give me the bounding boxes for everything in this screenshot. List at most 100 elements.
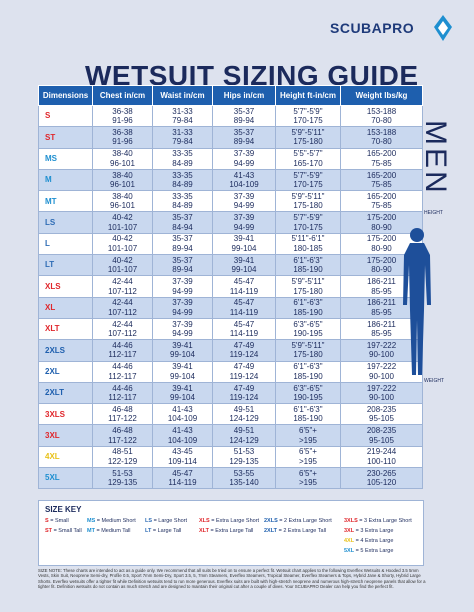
cell: 5'9"-5'11" 175-180 bbox=[275, 339, 341, 362]
size-code: 4XL bbox=[38, 445, 93, 469]
row: XLT 42-44 107-112 37-39 94-99 45-47 114-119 6'3… bbox=[38, 317, 423, 341]
cell-line: 6'5"+ bbox=[299, 426, 317, 436]
cell: 38-40 96-101 bbox=[92, 168, 153, 192]
cell: 40-42 101-107 bbox=[92, 254, 153, 277]
cell-line: 6'5"+ bbox=[299, 447, 317, 457]
size-key-title: SIZE KEY bbox=[45, 505, 82, 514]
cell-line: 35-37 bbox=[172, 213, 193, 223]
key-item: LT = Large Tall bbox=[145, 528, 181, 534]
key-code: 3XL bbox=[344, 528, 355, 534]
cell-line: 90-100 bbox=[369, 393, 394, 402]
cell-line: 112-117 bbox=[108, 393, 137, 402]
cell-line: 104-109 bbox=[167, 435, 198, 445]
cell: 40-42 101-107 bbox=[92, 211, 153, 234]
cell: 35-37 89-94 bbox=[152, 254, 213, 277]
cell: 5'7"-5'9" 170-175 bbox=[275, 211, 341, 234]
key-text: = 2 Extra Large Tall bbox=[278, 528, 327, 534]
cell: 44-46 112-117 bbox=[92, 360, 153, 383]
cell-line: 6'1"-6'3" bbox=[293, 362, 323, 372]
cell-line: 75-85 bbox=[371, 180, 392, 190]
cell: 5'9"-5'11" 175-180 bbox=[275, 275, 341, 298]
cell-line: 208-235 bbox=[366, 426, 397, 436]
cell: 47-49 119-124 bbox=[212, 360, 276, 383]
cell: 42-44 107-112 bbox=[92, 275, 153, 298]
key-text: = 3 Extra Large Short bbox=[359, 518, 412, 524]
cell-line: 80-90 bbox=[371, 265, 392, 275]
cell-line: 119-124 bbox=[229, 350, 259, 360]
cell-line: 5'9"-5'11" bbox=[291, 127, 325, 137]
cell: 208-235 95-105 bbox=[340, 424, 423, 447]
cell-line: 165-170 bbox=[293, 158, 323, 168]
cell-line: 75-85 bbox=[371, 158, 392, 168]
cell-line: 5'7"-5'9" bbox=[293, 106, 323, 116]
size-code: XL bbox=[38, 296, 93, 319]
cell-line: 91-96 bbox=[112, 116, 133, 126]
cell-line: 170-175 bbox=[293, 116, 323, 126]
cell-line: 46-48 bbox=[112, 404, 133, 414]
cell: 49-51 124-129 bbox=[212, 403, 276, 426]
cell-line: 6'1"-6'3" bbox=[293, 404, 323, 414]
cell-line: 35-37 bbox=[233, 127, 255, 137]
cell-line: 6'3"-6'5" bbox=[293, 319, 323, 329]
cell-line: 89-94 bbox=[172, 243, 193, 253]
cell-line: 104-109 bbox=[167, 414, 198, 424]
cell: 165-200 75-85 bbox=[340, 168, 423, 192]
cell-line: 6'1"-6'3" bbox=[293, 255, 323, 265]
cell: 42-44 107-112 bbox=[92, 317, 153, 341]
cell-line: 122-129 bbox=[107, 456, 138, 466]
cell-line: 38-40 bbox=[112, 170, 133, 180]
cell-line: 89-94 bbox=[233, 116, 255, 126]
key-code: ST bbox=[45, 528, 53, 534]
weight-label: WEIGHT bbox=[424, 378, 444, 384]
cell: 38-40 96-101 bbox=[92, 147, 153, 170]
cell-line: 165-200 bbox=[366, 191, 397, 201]
cell: 37-39 94-99 bbox=[212, 147, 276, 170]
cell-line: 185-190 bbox=[293, 307, 323, 317]
row: S 36-38 91-96 31-33 79-84 35-37 89-94 5'7"-5'9"… bbox=[38, 104, 423, 128]
size-code: S bbox=[38, 104, 93, 128]
cell-line: 170-175 bbox=[293, 222, 323, 232]
key-text: = Large Tall bbox=[152, 528, 182, 534]
key-code: LS bbox=[145, 518, 153, 524]
cell: 175-200 80-90 bbox=[340, 254, 423, 277]
cell-line: 40-42 bbox=[112, 213, 133, 223]
cell-line: 114-119 bbox=[229, 286, 259, 296]
cell-line: 84-94 bbox=[172, 222, 193, 232]
cell: 33-35 84-89 bbox=[152, 147, 213, 170]
key-text: = Medium Tall bbox=[96, 528, 131, 534]
cell-line: 99-104 bbox=[231, 243, 257, 253]
cell-line: 175-200 bbox=[366, 234, 397, 244]
key-text: = 2 Extra Large Short bbox=[279, 518, 332, 524]
cell-line: 100-110 bbox=[367, 456, 396, 466]
key-text: = Large Short bbox=[153, 518, 188, 524]
cell-line: 107-112 bbox=[108, 329, 137, 339]
key-text: = Extra Large Short bbox=[211, 518, 260, 524]
cell: 44-46 112-117 bbox=[92, 339, 153, 362]
cell: 6'3"-6'5" 190-195 bbox=[275, 381, 341, 405]
cell-line: 6'5"+ bbox=[299, 468, 317, 478]
key-text: = 3 Extra Large bbox=[355, 528, 394, 534]
cell-line: 6'3"-6'5" bbox=[293, 383, 323, 393]
cell-line: 197-222 bbox=[366, 340, 397, 350]
cell: 49-51 124-129 bbox=[212, 424, 276, 447]
row: M 38-40 96-101 33-35 84-89 41-43 104-109 5'7"-5… bbox=[38, 168, 423, 192]
brand: SCUBAPRO bbox=[330, 20, 415, 36]
cell-line: 70-80 bbox=[371, 116, 392, 126]
cell-line: 175-200 bbox=[366, 213, 397, 223]
height-label: HEIGHT bbox=[424, 210, 443, 216]
cell-line: 43-45 bbox=[172, 447, 193, 457]
cell-line: 119-124 bbox=[229, 371, 259, 381]
cell: 6'5"+ >195 bbox=[275, 424, 341, 447]
key-code: 2XLT bbox=[264, 528, 278, 534]
cell-line: 33-35 bbox=[172, 191, 193, 201]
key-item: 3XLS = 3 Extra Large Short bbox=[344, 518, 412, 524]
key-code: MS bbox=[87, 518, 96, 524]
key-item: 5XL = 5 Extra Large bbox=[344, 548, 393, 554]
cell-line: 180-185 bbox=[293, 243, 323, 253]
cell-line: 186-211 bbox=[367, 319, 396, 329]
cell-line: >195 bbox=[298, 478, 318, 488]
cell-line: 44-46 bbox=[112, 340, 133, 350]
key-text: = 4 Extra Large bbox=[355, 538, 394, 544]
cell-line: 175-180 bbox=[293, 201, 323, 211]
cell-line: >195 bbox=[298, 435, 318, 445]
